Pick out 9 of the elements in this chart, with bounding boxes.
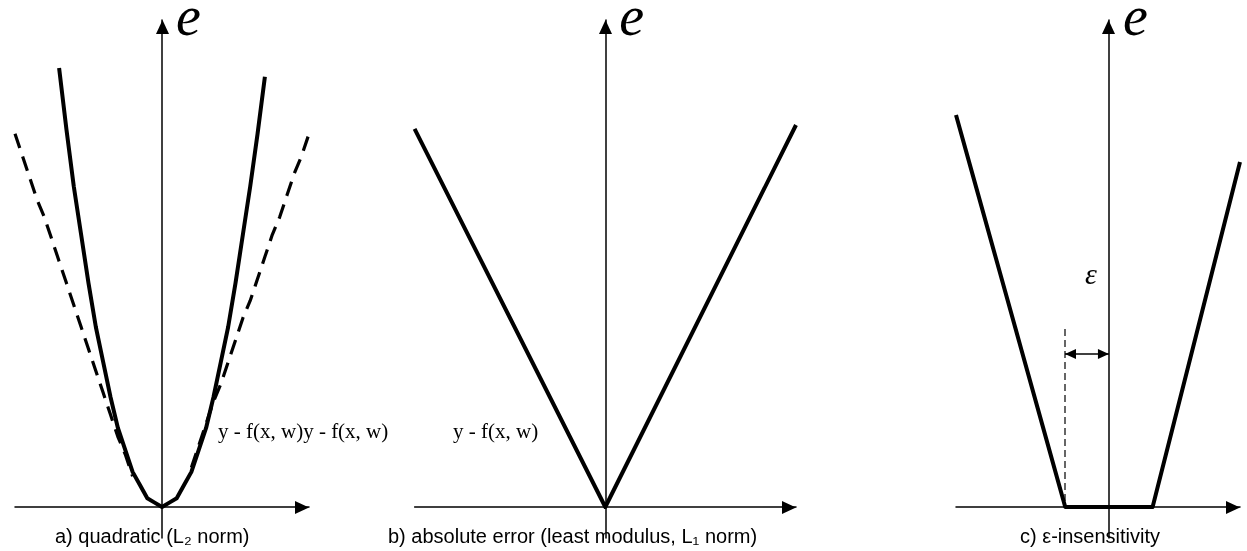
y-axis-title: e (1122, 0, 1148, 47)
x-axis-title: y - f(x, w) (453, 418, 539, 443)
y-axis-title: e (176, 0, 201, 47)
annotation: ε (1085, 256, 1098, 290)
text: b) absolute error (least modulus, L₁ norm) (388, 525, 758, 547)
text: c) ε-insensitivity (1020, 525, 1161, 547)
text: a) quadratic (L₂ norm) (55, 525, 250, 547)
y-axis-title: e (619, 0, 645, 47)
x-axis-title: y - f(x, w)y - f(x, w) (218, 418, 389, 443)
